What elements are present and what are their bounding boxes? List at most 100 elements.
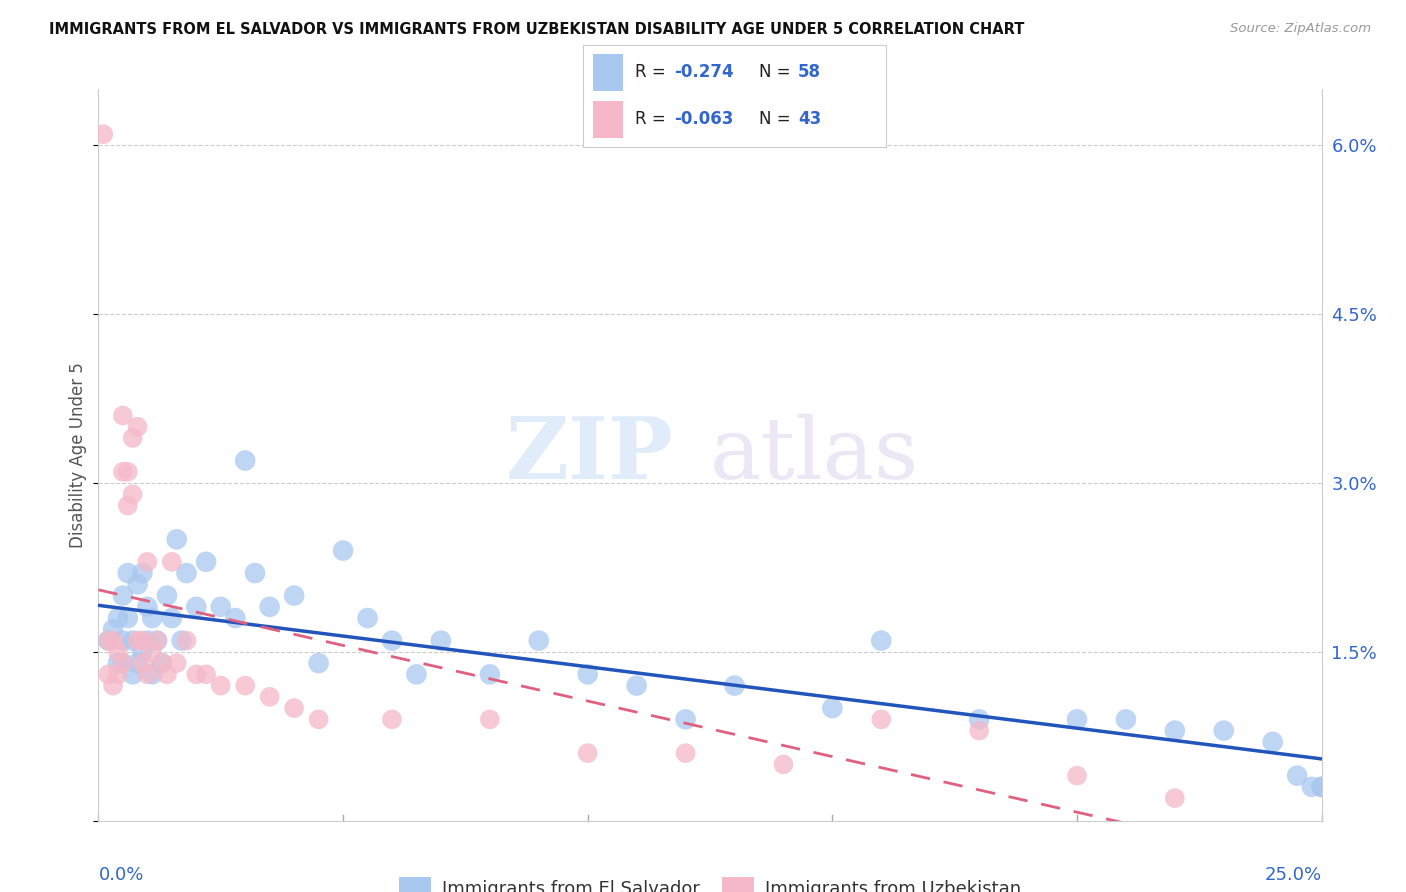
Point [117, 611, 139, 625]
Point [127, 419, 149, 434]
Point [117, 465, 139, 479]
Text: -0.063: -0.063 [675, 111, 734, 128]
Point [111, 409, 134, 423]
Point [101, 679, 124, 693]
Point [381, 712, 404, 726]
Point [1286, 769, 1309, 783]
Point [332, 543, 354, 558]
Point [107, 611, 129, 625]
Point [1066, 712, 1088, 726]
Point [967, 723, 990, 738]
Point [160, 555, 183, 569]
Point [186, 599, 208, 614]
Y-axis label: Disability Age Under 5: Disability Age Under 5 [69, 362, 87, 548]
FancyBboxPatch shape [592, 54, 623, 91]
Point [141, 667, 163, 681]
Point [111, 656, 134, 670]
Point [224, 611, 246, 625]
Point [121, 431, 143, 445]
Point [166, 533, 188, 547]
Point [127, 656, 149, 670]
Point [259, 690, 281, 704]
Point [117, 499, 139, 513]
Text: atlas: atlas [710, 413, 920, 497]
Text: 43: 43 [799, 111, 821, 128]
Point [107, 667, 129, 681]
Text: R =: R = [636, 111, 671, 128]
Point [186, 667, 208, 681]
Point [308, 712, 330, 726]
Point [405, 667, 427, 681]
Point [356, 611, 378, 625]
Point [381, 633, 404, 648]
Point [430, 633, 453, 648]
Point [111, 465, 134, 479]
Point [209, 679, 232, 693]
Point [97, 633, 120, 648]
Point [136, 555, 159, 569]
Point [176, 633, 198, 648]
Point [146, 633, 169, 648]
Point [626, 679, 648, 693]
Point [576, 667, 599, 681]
Point [675, 712, 697, 726]
Point [1164, 723, 1187, 738]
Point [127, 633, 149, 648]
Point [146, 633, 169, 648]
Point [101, 633, 124, 648]
Point [772, 757, 794, 772]
Text: ZIP: ZIP [506, 413, 673, 497]
Point [111, 656, 134, 670]
Point [131, 656, 153, 670]
Point [150, 656, 173, 670]
Point [576, 746, 599, 760]
Point [141, 645, 163, 659]
Point [870, 712, 893, 726]
Point [121, 667, 143, 681]
Point [127, 577, 149, 591]
Point [141, 611, 163, 625]
Legend: Immigrants from El Salvador, Immigrants from Uzbekistan: Immigrants from El Salvador, Immigrants … [392, 870, 1028, 892]
Point [107, 656, 129, 670]
Point [1261, 735, 1284, 749]
Point [117, 566, 139, 580]
Point [166, 656, 188, 670]
Point [160, 611, 183, 625]
Point [111, 589, 134, 603]
Point [243, 566, 266, 580]
Point [283, 701, 305, 715]
Point [107, 645, 129, 659]
Point [478, 712, 501, 726]
Text: 58: 58 [799, 63, 821, 81]
Text: N =: N = [759, 63, 796, 81]
Point [283, 589, 305, 603]
Point [136, 633, 159, 648]
Point [1310, 780, 1333, 794]
Text: -0.274: -0.274 [675, 63, 734, 81]
Point [131, 566, 153, 580]
Point [259, 599, 281, 614]
Point [233, 453, 256, 467]
Point [121, 487, 143, 501]
Point [156, 667, 179, 681]
Point [821, 701, 844, 715]
Point [723, 679, 745, 693]
Point [967, 712, 990, 726]
Point [97, 667, 120, 681]
Text: Source: ZipAtlas.com: Source: ZipAtlas.com [1230, 22, 1371, 36]
Point [1310, 780, 1333, 794]
Point [1115, 712, 1137, 726]
Point [478, 667, 501, 681]
Point [150, 656, 173, 670]
Text: N =: N = [759, 111, 796, 128]
Point [91, 127, 114, 141]
Point [121, 633, 143, 648]
Point [233, 679, 256, 693]
Point [131, 645, 153, 659]
Point [675, 746, 697, 760]
Text: 0.0%: 0.0% [98, 865, 143, 884]
Point [1212, 723, 1234, 738]
Point [176, 566, 198, 580]
Point [209, 599, 232, 614]
Point [97, 633, 120, 648]
